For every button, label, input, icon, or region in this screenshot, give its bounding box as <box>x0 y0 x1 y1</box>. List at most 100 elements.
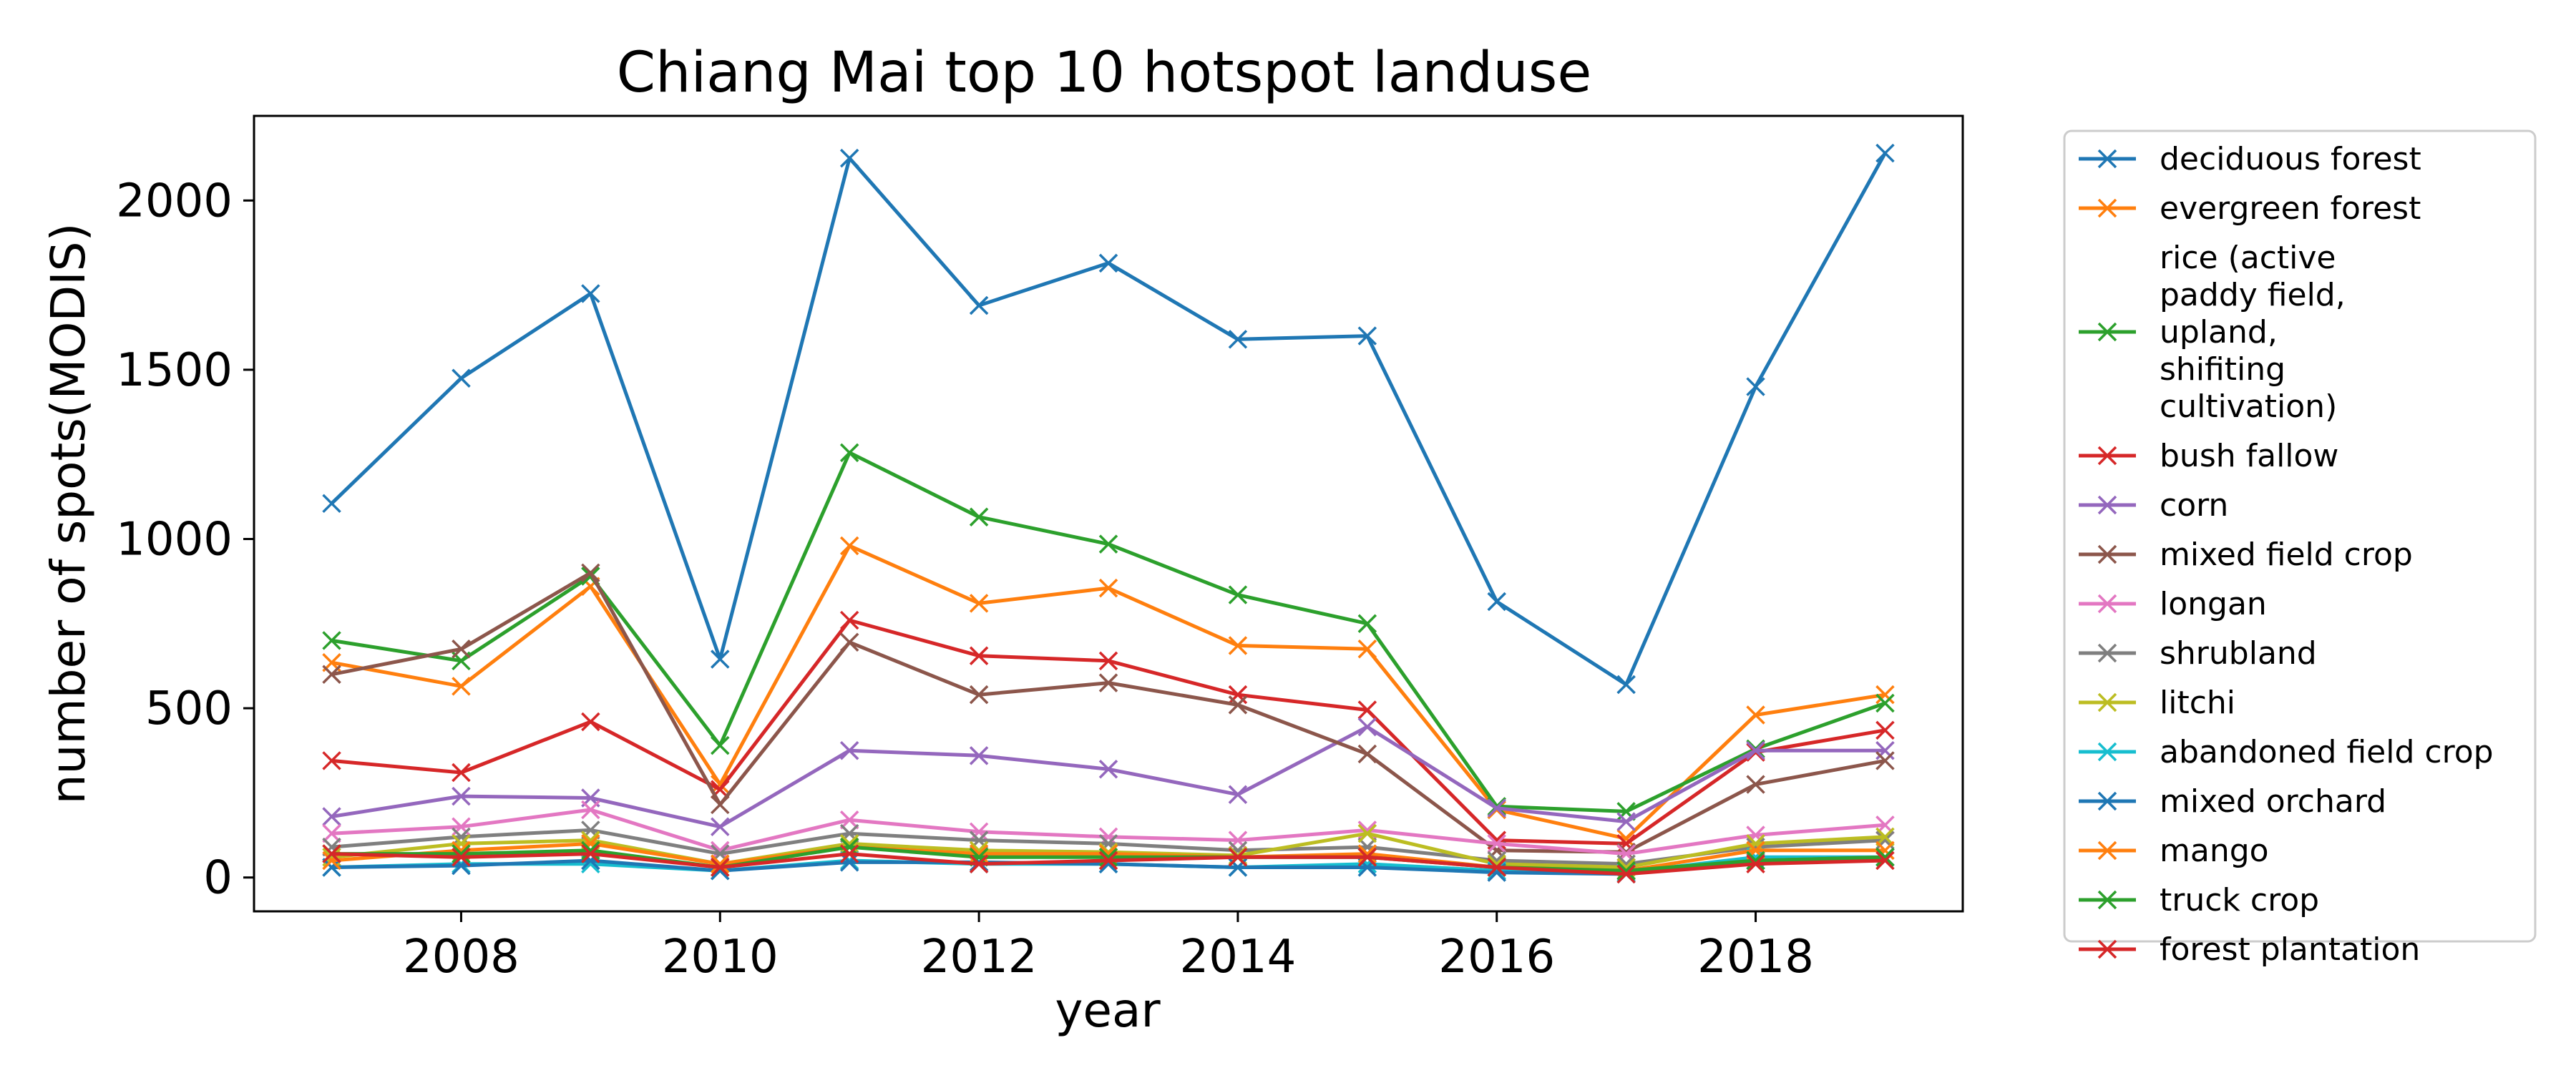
legend-item: evergreen forest <box>2079 190 2421 227</box>
data-point <box>322 807 341 826</box>
legend-label: mixed field crop <box>2160 536 2413 573</box>
data-point <box>452 368 471 388</box>
series-line <box>331 451 1886 813</box>
data-point <box>322 751 341 770</box>
data-point <box>1875 143 1895 163</box>
data-point <box>1487 798 1506 818</box>
series-2 <box>322 443 1895 821</box>
legend-marker <box>2097 890 2117 910</box>
data-point <box>1098 851 1118 871</box>
legend-item: rice (active paddy field, upland, shifiting… <box>2079 240 2346 425</box>
y-tick-label: 0 <box>203 852 233 905</box>
legend-label: abandoned field crop <box>2160 734 2494 770</box>
data-point <box>1875 827 1895 847</box>
data-point <box>581 563 600 583</box>
data-point <box>969 594 989 613</box>
legend-label: forest plantation <box>2160 931 2420 968</box>
series-line <box>331 571 1885 854</box>
data-point <box>969 854 989 873</box>
series-line <box>331 618 1885 846</box>
x-tick-label: 2008 <box>403 931 519 984</box>
y-tick-label: 1500 <box>116 344 233 397</box>
data-point <box>1487 592 1506 612</box>
y-axis-label: number of spots(MODIS) <box>41 223 96 805</box>
data-point <box>452 677 471 696</box>
legend-marker <box>2097 594 2117 614</box>
data-point <box>1228 785 1248 804</box>
legend-label: shrubland <box>2160 635 2317 672</box>
x-axis-label: year <box>1055 983 1161 1038</box>
data-point <box>1357 700 1377 720</box>
data-point <box>581 712 600 732</box>
legend-marker <box>2097 446 2117 466</box>
data-point <box>322 494 341 514</box>
legend-item: shrubland <box>2079 635 2317 672</box>
x-axis: 2008 2010 2012 2014 2016 2018 <box>403 911 1814 984</box>
data-point <box>1875 848 1895 867</box>
data-point <box>1357 614 1377 634</box>
x-tick-label: 2018 <box>1697 931 1814 984</box>
plot-frame <box>253 114 1964 913</box>
data-point <box>1357 326 1377 346</box>
legend-items: deciduous forest evergreen forest rice (ac… <box>2079 141 2494 968</box>
chart-title: Chiang Mai top 10 hotspot landuse <box>617 41 1592 105</box>
data-point <box>839 632 859 652</box>
data-point <box>452 640 471 659</box>
data-point <box>1875 693 1895 713</box>
data-point <box>1228 636 1248 655</box>
legend-item: mixed orchard <box>2079 783 2386 820</box>
data-point <box>969 295 989 315</box>
data-point <box>711 858 730 877</box>
legend-label: litchi <box>2160 685 2235 721</box>
legend-marker <box>2097 149 2117 169</box>
legend-marker <box>2097 939 2117 959</box>
data-point <box>839 844 859 863</box>
data-point <box>1098 848 1118 867</box>
data-point <box>1616 861 1636 881</box>
legend-marker <box>2097 643 2117 663</box>
legend-item: bush fallow <box>2079 438 2338 474</box>
data-point <box>1875 720 1895 740</box>
data-point <box>839 610 859 630</box>
series-13 <box>322 844 1895 884</box>
data-point <box>1746 377 1765 396</box>
data-point <box>711 735 730 755</box>
data-point <box>1875 685 1895 705</box>
data-point <box>969 685 989 705</box>
data-point <box>581 284 600 303</box>
y-axis: 0 500 1000 1500 2000 <box>116 175 254 905</box>
data-point <box>1357 848 1377 867</box>
x-tick-label: 2016 <box>1438 931 1555 984</box>
legend-marker <box>2097 322 2117 342</box>
data-point <box>1228 848 1248 867</box>
data-point <box>452 848 471 867</box>
data-point <box>1098 578 1118 598</box>
x-tick-label: 2010 <box>662 931 779 984</box>
data-point <box>839 148 859 168</box>
data-point <box>1487 834 1506 853</box>
legend: deciduous forest evergreen forest rice (ac… <box>2063 129 2537 968</box>
data-point <box>1616 864 1636 884</box>
data-point <box>322 665 341 685</box>
legend-item: longan <box>2079 586 2267 622</box>
data-point <box>1228 585 1248 604</box>
data-point <box>1746 740 1765 760</box>
data-point <box>452 763 471 783</box>
y-tick-label: 500 <box>145 682 233 735</box>
legend-marker <box>2097 692 2117 712</box>
data-point <box>1228 330 1248 349</box>
legend-marker <box>2097 495 2117 515</box>
data-point <box>969 822 989 842</box>
data-point <box>711 650 730 669</box>
legend-item: truck crop <box>2079 882 2319 918</box>
data-point <box>1487 858 1506 877</box>
data-point <box>969 646 989 665</box>
data-point <box>1746 851 1765 871</box>
data-point <box>711 817 730 836</box>
data-point <box>1616 812 1636 831</box>
series-0 <box>322 143 1895 695</box>
data-point <box>1357 744 1377 764</box>
legend-label: bush fallow <box>2160 438 2338 474</box>
series-layer <box>322 143 1895 884</box>
